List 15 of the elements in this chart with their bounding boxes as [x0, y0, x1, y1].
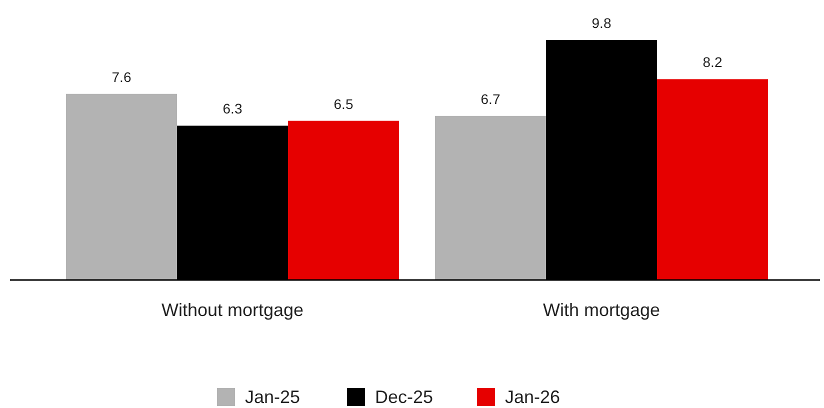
data-label: 6.3 [222, 100, 242, 117]
bar [288, 120, 399, 280]
data-label: 8.2 [702, 54, 722, 70]
data-label: 7.6 [112, 68, 132, 85]
legend-label: Jan-26 [505, 387, 560, 407]
data-label: 6.5 [334, 96, 354, 112]
bar [435, 116, 546, 280]
legend-label: Jan-25 [245, 387, 300, 407]
bar [657, 79, 768, 280]
x-tick-label: With mortgage [542, 300, 660, 320]
bar [66, 94, 177, 280]
data-label: 6.7 [480, 90, 500, 107]
x-tick-label: Without mortgage [161, 300, 304, 320]
data-label: 9.8 [592, 15, 612, 31]
legend-label: Dec-25 [375, 387, 434, 407]
